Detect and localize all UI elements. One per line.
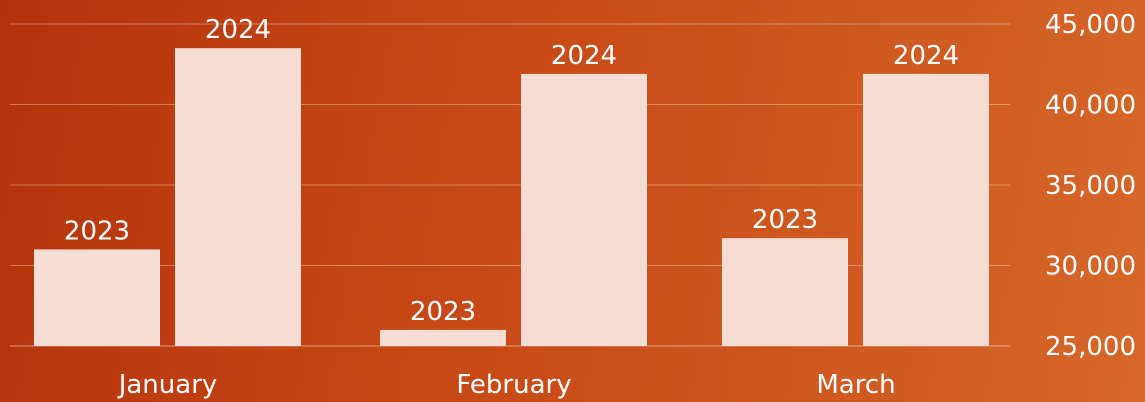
bar-january-2024	[175, 48, 301, 347]
bar-march-2024	[863, 73, 989, 346]
bar-march-2023	[722, 238, 848, 346]
category-label-march: March	[816, 370, 895, 400]
bar-label: 2023	[410, 297, 476, 327]
category-label-february: February	[456, 370, 571, 400]
bar-label: 2023	[752, 205, 818, 235]
y-tick-label: 45,000	[1045, 10, 1136, 40]
y-axis-tick-labels: 25,000 30,000 35,000 40,000 45,000	[1045, 10, 1136, 362]
y-tick-label: 25,000	[1045, 332, 1136, 362]
bar-labels: 2023 2023 2023 2024 2024 2024	[64, 15, 959, 327]
y-tick-label: 40,000	[1045, 91, 1136, 121]
bar-february-2024	[521, 73, 647, 346]
bar-label: 2024	[205, 15, 271, 45]
y-tick-label: 30,000	[1045, 252, 1136, 282]
bar-february-2023	[380, 329, 506, 346]
bar-label: 2023	[64, 216, 130, 246]
category-label-january: January	[117, 370, 218, 400]
y-tick-label: 35,000	[1045, 171, 1136, 201]
bar-label: 2024	[551, 41, 617, 71]
category-labels: January February March	[117, 370, 896, 400]
bars	[34, 48, 989, 347]
bar-january-2023	[34, 249, 160, 346]
bar-label: 2024	[893, 41, 959, 71]
